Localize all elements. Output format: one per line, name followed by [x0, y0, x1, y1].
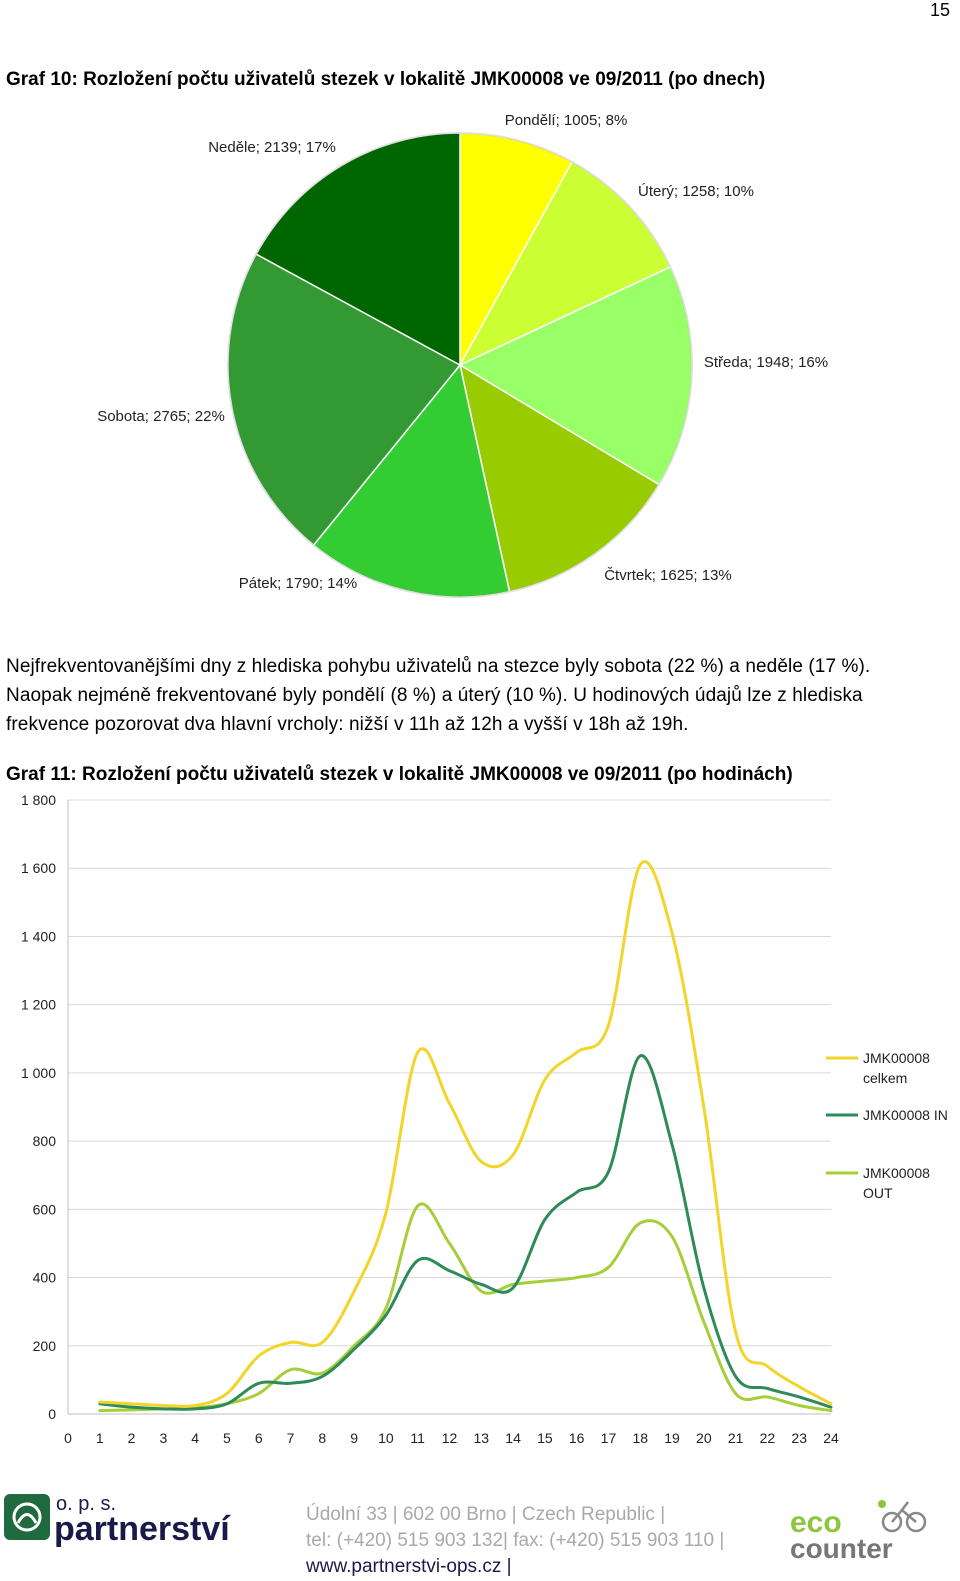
series-line-1	[98, 860, 833, 1408]
x-tick-label: 16	[569, 1430, 585, 1446]
pie-outline	[227, 132, 693, 598]
x-tick-label: 7	[287, 1430, 295, 1446]
x-tick-label: 19	[664, 1430, 680, 1446]
graph11-title: Graf 11: Rozložení počtu uživatelů steze…	[6, 764, 793, 785]
x-tick-label: 17	[601, 1430, 617, 1446]
page-number: 15	[929, 0, 950, 20]
y-tick-label: 800	[33, 1133, 57, 1149]
org-small: o. p. s.	[56, 1493, 116, 1515]
pie-label-2: Úterý; 1258; 10%	[638, 183, 754, 200]
line-chart: 0 200 400 600 800 1 000 1 200 1 400 1 600 1 800 0 1…	[21, 792, 948, 1446]
y-tick-label: 1 200	[21, 997, 56, 1013]
y-tick-label: 400	[33, 1270, 57, 1286]
eco-counter-logo: eco counter	[790, 1492, 955, 1567]
x-tick-label: 24	[823, 1430, 839, 1446]
pie-slice-6	[227, 253, 462, 547]
x-tick-label: 14	[505, 1430, 521, 1446]
pie-label-6: Sobota; 2765; 22%	[97, 408, 225, 425]
x-tick-label: 12	[442, 1430, 458, 1446]
pie-slice-5	[312, 363, 511, 598]
paragraph-line-2: Naopak nejméně frekventované byly ponděl…	[6, 685, 863, 706]
x-tick-label: 2	[128, 1430, 136, 1446]
pie-slice-4	[458, 363, 660, 593]
paragraph-line-1: Nejfrekventovanějšími dny z hlediska poh…	[6, 656, 871, 677]
walker-icon	[878, 1500, 886, 1508]
x-tick-label: 3	[159, 1430, 167, 1446]
y-tick-label: 600	[33, 1201, 57, 1217]
pie-slice-7	[255, 132, 461, 367]
x-tick-label: 15	[537, 1430, 553, 1446]
x-tick-label: 8	[318, 1430, 326, 1446]
x-tick-label: 21	[728, 1430, 744, 1446]
legend-label-3: JMK00008 OUT	[863, 1165, 930, 1201]
y-tick-label: 1 800	[21, 792, 56, 808]
website-link[interactable]: www.partnerstvi-ops.cz |	[306, 1556, 512, 1577]
paragraph-line-3: frekvence pozorovat dva hlavní vrcholy: …	[6, 714, 689, 735]
address-line-1: Údolní 33 | 602 00 Brno | Czech Republic…	[306, 1504, 666, 1525]
logo-emblem-icon	[4, 1494, 50, 1540]
x-tick-label: 13	[474, 1430, 490, 1446]
y-tick-label: 0	[48, 1406, 56, 1422]
y-tick-label: 1 600	[21, 860, 56, 876]
logo-eco-text: eco	[790, 1506, 842, 1539]
pie-chart: Pondělí; 1005; 8% Úterý; 1258; 10% Středa;…	[97, 112, 828, 598]
pie-label-1: Pondělí; 1005; 8%	[505, 112, 628, 129]
x-tick-label: 22	[760, 1430, 776, 1446]
pie-label-4: Čtvrtek; 1625; 13%	[604, 567, 732, 584]
graph10-title: Graf 10: Rozložení počtu uživatelů steze…	[6, 69, 766, 90]
pie-label-3: Středa; 1948; 16%	[704, 354, 828, 371]
pie-slice-1	[459, 132, 574, 366]
x-tick-label: 9	[350, 1430, 358, 1446]
x-tick-label: 23	[791, 1430, 807, 1446]
x-tick-label: 20	[696, 1430, 712, 1446]
x-tick-label: 11	[410, 1430, 425, 1446]
x-tick-label: 1	[96, 1430, 104, 1446]
x-tick-label: 10	[378, 1430, 394, 1446]
footer-address: Údolní 33 | 602 00 Brno | Czech Republic…	[306, 1502, 724, 1580]
pie-slice-3	[458, 266, 693, 486]
x-tick-label: 5	[223, 1430, 231, 1446]
legend-label-1: JMK00008 celkem	[863, 1050, 930, 1086]
x-tick-label: 18	[632, 1430, 648, 1446]
pie-label-7: Neděle; 2139; 17%	[208, 139, 336, 156]
bicycle-icon	[881, 1511, 903, 1533]
address-line-2: tel: (+420) 515 903 132| fax: (+420) 515…	[306, 1530, 725, 1551]
y-tick-label: 200	[33, 1338, 57, 1354]
y-tick-label: 1 400	[21, 928, 56, 944]
org-name: partnerství	[54, 1510, 231, 1548]
x-tick-label: 6	[255, 1430, 263, 1446]
logo-counter-text: counter	[790, 1533, 893, 1562]
partnerstvi-logo: o. p. s. partnerství	[4, 1490, 254, 1555]
y-tick-label: 1 000	[21, 1065, 56, 1081]
x-tick-label: 4	[191, 1430, 199, 1446]
series-line-2	[98, 1054, 833, 1411]
pie-label-5: Pátek; 1790; 14%	[239, 575, 357, 592]
x-tick-label: 0	[64, 1430, 72, 1446]
body-paragraph: Nejfrekventovanějšími dny z hlediska poh…	[6, 652, 956, 739]
pie-slice-2	[458, 160, 672, 367]
legend-label-2: JMK00008 IN	[863, 1107, 948, 1123]
